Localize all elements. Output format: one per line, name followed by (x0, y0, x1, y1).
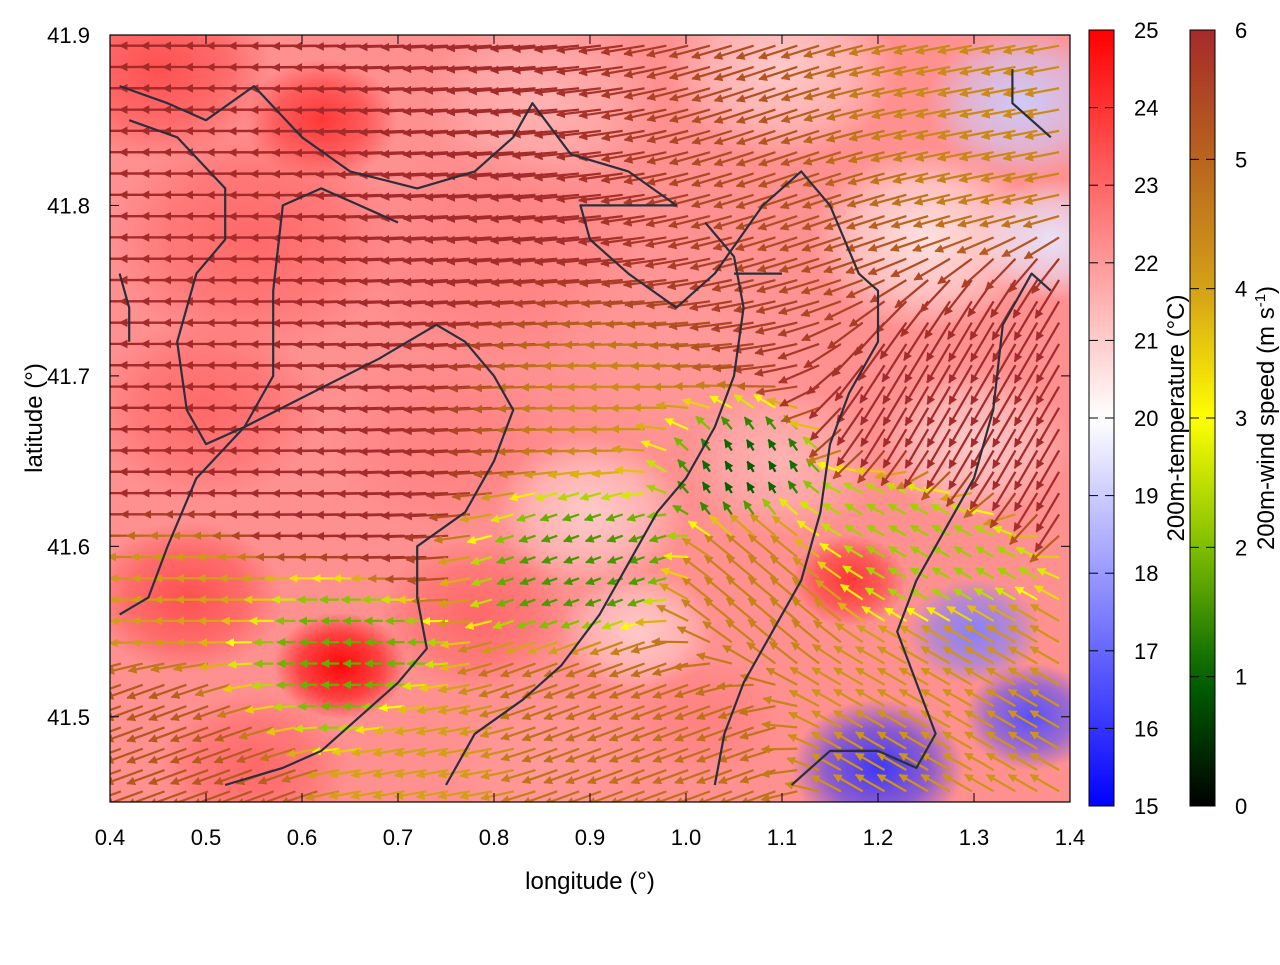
x-tick-label: 0.7 (383, 825, 414, 850)
wind-vector (319, 727, 339, 728)
x-tick-label: 1.1 (767, 825, 798, 850)
y-axis-label: latitude (°) (21, 363, 48, 473)
colorbar-tick-label: 4 (1235, 277, 1247, 302)
colorbar-tick-label: 24 (1134, 96, 1158, 121)
colorbar-tick-label: 1 (1235, 665, 1247, 690)
colorbar-tick-label: 25 (1134, 18, 1158, 43)
y-tick-label: 41.8 (47, 193, 90, 218)
colorbar-tick-label: 19 (1134, 484, 1158, 509)
wind-vector (228, 664, 251, 665)
wind-vector (339, 727, 361, 728)
wind-speed-label-sup: -1 (1252, 294, 1269, 307)
colorbar-tick-label: 20 (1134, 406, 1158, 431)
colorbar-tick-label: 21 (1134, 328, 1158, 353)
colorbar-tick-label: 3 (1235, 406, 1247, 431)
x-tick-label: 0.8 (479, 825, 510, 850)
wind-vector (274, 706, 296, 707)
x-tick-label: 1.2 (863, 825, 894, 850)
y-tick-label: 41.6 (47, 534, 90, 559)
wind-vector (589, 450, 623, 451)
temperature-field (43, 0, 1128, 845)
colorbar-tick-label: 5 (1235, 147, 1247, 172)
y-tick-label: 41.9 (47, 23, 90, 48)
colorbar-tick-label: 17 (1134, 639, 1158, 664)
x-axis-label: longitude (°) (525, 868, 655, 895)
plot-area (43, 0, 1128, 845)
wind-vector (252, 685, 274, 686)
x-tick-label: 0.4 (95, 825, 126, 850)
wind-speed-colorbar: 0 1 2 3 4 5 6 200m-wind speed (m s-1) (1190, 18, 1280, 819)
y-tick-label: 41.7 (47, 364, 90, 389)
wind-vector (1007, 536, 1037, 538)
wind-vector (425, 664, 448, 665)
temperature-colorbar-label: 200m-temperature (°C) (1163, 294, 1190, 541)
wind-speed-label-end: ) (1253, 286, 1280, 294)
colorbar-tick-label: 0 (1235, 794, 1247, 819)
temperature-cell (446, 691, 638, 844)
colorbar-tick-label: 2 (1235, 535, 1247, 560)
temperature-cell (628, 655, 782, 778)
temperature-cell (91, 521, 283, 674)
temperature-cell (91, 318, 321, 502)
x-tick-label: 0.9 (575, 825, 606, 850)
colorbar-tick-label: 22 (1134, 251, 1158, 276)
colorbar-tick-label: 16 (1134, 716, 1158, 741)
x-tick-label: 1.4 (1055, 825, 1086, 850)
wind-vector (856, 470, 885, 471)
wind-vector (652, 642, 688, 643)
colorbar-tick-label: 23 (1134, 173, 1158, 198)
y-tick-label: 41.5 (47, 705, 90, 730)
colorbar-tick-label: 15 (1134, 794, 1158, 819)
x-tick-label: 1.3 (959, 825, 990, 850)
x-tick-label: 1.0 (671, 825, 702, 850)
wind-vector (664, 556, 688, 557)
wind-speed-colorbar-label: 200m-wind speed (m s-1) (1252, 286, 1280, 550)
colorbar-tick-label: 18 (1134, 561, 1158, 586)
colorbar-tick-label: 6 (1235, 18, 1247, 43)
wind-vector (762, 749, 798, 750)
x-tick-label: 0.5 (191, 825, 222, 850)
wind-speed-label-main: 200m-wind speed (m s (1253, 307, 1280, 550)
temperature-colorbar: 15 16 17 18 19 20 21 22 23 24 25 200m-temperature … (1089, 18, 1190, 819)
x-tick-label: 0.6 (287, 825, 318, 850)
